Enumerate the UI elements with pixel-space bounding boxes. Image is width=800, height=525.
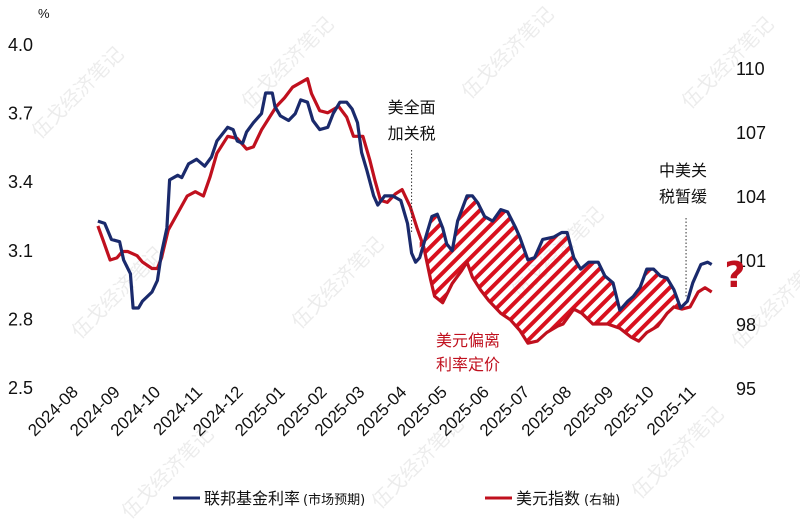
left-tick-label: 2.8 — [8, 309, 33, 329]
question-mark: ? — [725, 255, 746, 296]
legend-label-fed-rate: 联邦基金利率 — [204, 489, 300, 508]
shaded-label-line2: 利率定价 — [436, 355, 500, 374]
dollar-index-line — [96, 77, 713, 345]
legend-label-dxy: 美元指数 — [516, 489, 580, 508]
annotation-truce-line2: 税暂缓 — [659, 187, 707, 206]
x-axis: 2024-082024-092024-102024-112024-122025-… — [24, 382, 699, 440]
left-tick-label: 3.1 — [8, 241, 33, 261]
left-tick-label: 2.5 — [8, 378, 33, 398]
legend: 联邦基金利率 (市场预期) 美元指数 (右轴) — [173, 489, 620, 508]
shaded-region-label: 美元偏离利率定价 — [436, 331, 500, 374]
left-tick-label: 3.7 — [8, 104, 33, 124]
watermark-text: 伍戈经济笔记 — [287, 232, 389, 334]
left-tick-label: 3.4 — [8, 172, 33, 192]
watermark-text: 伍戈经济笔记 — [237, 12, 339, 114]
right-axis: 95 98 101 104 107 110 — [736, 59, 766, 399]
annotation-tariff-line1: 美全面 — [388, 98, 436, 117]
annotation-truce-line1: 中美关 — [659, 161, 707, 180]
legend-suffix-fed-rate: (市场预期) — [303, 492, 365, 508]
left-axis: 2.5 2.8 3.1 3.4 3.7 4.0 — [8, 35, 33, 398]
annotation-tariff-line2: 加关税 — [388, 124, 436, 143]
right-tick-label: 95 — [736, 379, 756, 399]
watermark-text: 伍戈经济笔记 — [27, 42, 129, 144]
right-tick-label: 104 — [736, 187, 766, 207]
series-lines — [96, 77, 713, 345]
legend-suffix-dxy: (右轴) — [584, 493, 620, 508]
watermark-text: 伍戈经济笔记 — [457, 2, 559, 104]
shaded-label-line1: 美元偏离 — [436, 331, 500, 350]
deviation-hatched-area — [419, 195, 681, 344]
left-tick-label: 4.0 — [8, 35, 33, 55]
right-tick-label: 110 — [736, 59, 765, 79]
right-tick-label: 98 — [736, 315, 756, 335]
right-tick-label: 101 — [736, 251, 766, 271]
right-tick-label: 107 — [736, 123, 766, 143]
left-axis-unit: % — [38, 6, 50, 21]
fed-funds-rate-line — [97, 91, 713, 312]
